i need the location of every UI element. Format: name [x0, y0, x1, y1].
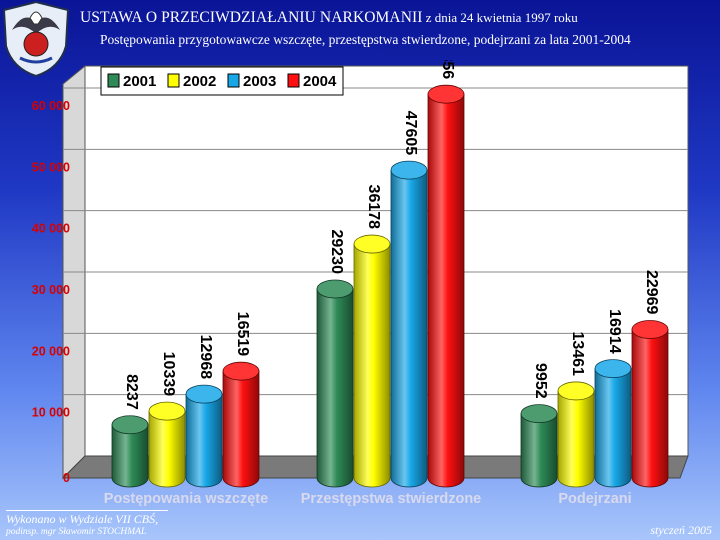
bar — [390, 169, 428, 488]
legend-box — [100, 66, 344, 96]
bar — [557, 390, 595, 488]
data-label: 13461 — [569, 331, 586, 376]
y-tick-label: 30 000 — [32, 283, 70, 297]
legend-label: 2002 — [183, 73, 216, 90]
y-tick-label: 40 000 — [32, 222, 70, 236]
bar-top — [185, 384, 223, 404]
data-label: 47605 — [402, 111, 419, 156]
bar — [594, 368, 632, 488]
data-label: 12968 — [197, 335, 214, 380]
legend-swatch — [287, 73, 300, 88]
bar — [353, 243, 391, 488]
bar-top — [353, 234, 391, 254]
title-main: USTAWA O PRZECIWDZIAŁANIU NARKOMANII — [80, 9, 423, 26]
y-tick-label: 60 000 — [32, 99, 70, 113]
legend-label: 2001 — [123, 73, 156, 90]
data-label: 16519 — [234, 312, 251, 357]
bar — [316, 288, 354, 488]
data-label: 9952 — [532, 363, 549, 399]
bar-top — [148, 401, 186, 421]
bar-top — [316, 279, 354, 299]
bar — [185, 393, 223, 488]
legend-swatch — [227, 73, 240, 88]
data-label: 36178 — [365, 185, 382, 230]
title-date: z dnia 24 kwietnia 1997 roku — [422, 10, 578, 25]
emblem-logo-icon — [2, 0, 70, 78]
bar — [111, 424, 149, 488]
legend-swatch — [107, 73, 120, 88]
data-label: 8237 — [123, 374, 140, 410]
bar-top — [557, 381, 595, 401]
data-label: 29230 — [328, 229, 345, 274]
y-tick-label: 0 — [63, 471, 70, 485]
bar-top — [427, 84, 465, 104]
x-category-label: Przestępstwa stwierdzone — [301, 491, 482, 507]
x-category-label: Podejrzani — [558, 491, 631, 507]
page-subtitle: Postępowania przygotowawcze wszczęte, pr… — [100, 32, 631, 47]
bar-top — [520, 404, 558, 424]
footer-author: podinsp. mgr Sławomir STOCHMAL — [6, 527, 147, 537]
bar-top — [111, 415, 149, 435]
y-tick-label: 10 000 — [32, 406, 70, 420]
bar — [631, 329, 669, 488]
data-label: 16914 — [606, 309, 623, 354]
data-label: 22969 — [643, 270, 660, 315]
bar-top — [222, 361, 260, 381]
legend-label: 2004 — [303, 73, 337, 90]
bar-top — [631, 320, 669, 339]
y-tick-label: 50 000 — [32, 160, 70, 174]
bar — [520, 413, 558, 488]
bar — [148, 410, 186, 488]
bar — [222, 370, 260, 488]
y-tick-label: 20 000 — [32, 344, 70, 358]
bar — [427, 93, 465, 488]
footer-divider — [6, 510, 168, 511]
footer-date: styczeń 2005 — [650, 523, 712, 537]
x-category-label: Postępowania wszczęte — [104, 491, 268, 507]
bar-chart: 0 10 000 20 000 30 000 40 000 50 000 60 000 823… — [32, 60, 689, 507]
legend-swatch — [167, 73, 180, 88]
data-label: 59356 — [439, 60, 456, 79]
data-label: 10339 — [160, 352, 177, 397]
footer-department: Wykonano w Wydziale VII CBŚ, — [6, 512, 159, 526]
bar-top — [390, 160, 428, 180]
legend-label: 2003 — [243, 73, 276, 90]
page-title: USTAWA O PRZECIWDZIAŁANIU NARKOMANII z d… — [80, 9, 716, 27]
bar-top — [594, 359, 632, 379]
